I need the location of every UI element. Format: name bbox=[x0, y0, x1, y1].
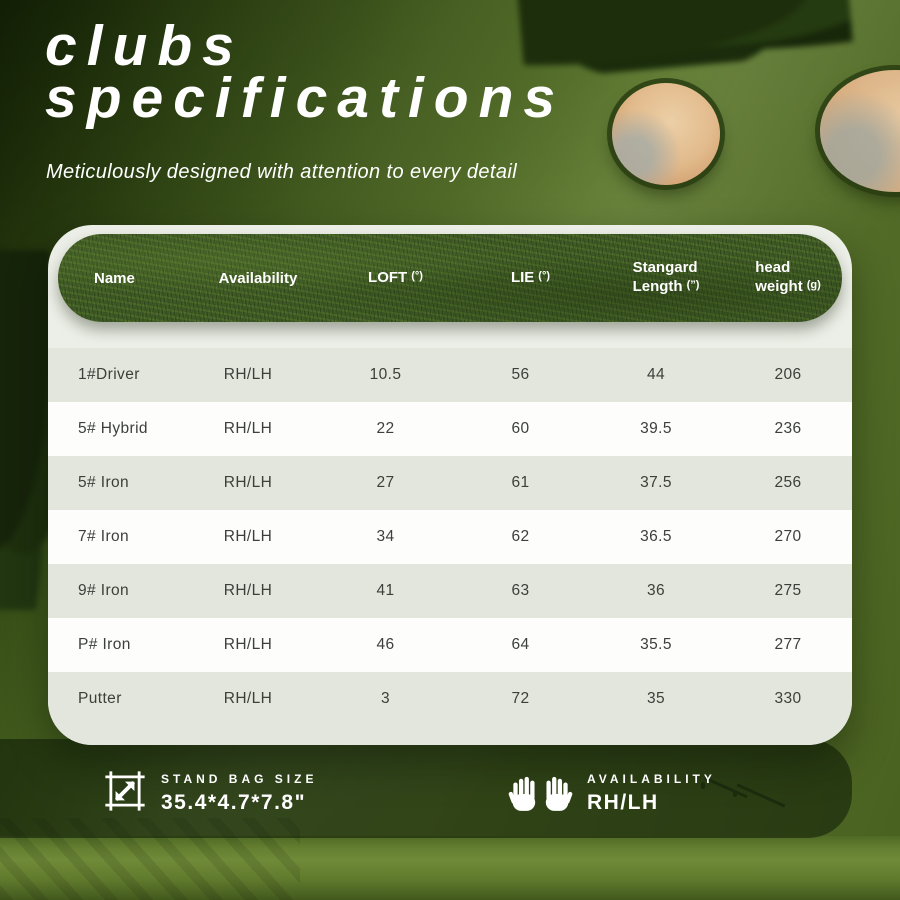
cell-loft: 3 bbox=[380, 690, 391, 707]
table-row: 5# Iron RH/LH 27 61 37.5 256 bbox=[48, 456, 852, 510]
cell-lie: 62 bbox=[511, 528, 530, 545]
column-header-lie: LIE (°) bbox=[463, 268, 598, 289]
cell-lie: 56 bbox=[511, 366, 530, 383]
column-label: head bbox=[755, 259, 791, 276]
column-label: weight bbox=[755, 278, 803, 295]
cell-name: 1#Driver bbox=[78, 366, 140, 383]
table-row: 7# Iron RH/LH 34 62 36.5 270 bbox=[48, 510, 852, 564]
page-title: clubs specifications bbox=[45, 14, 566, 130]
column-unit: (g) bbox=[806, 279, 821, 291]
cell-loft: 41 bbox=[376, 582, 395, 599]
cell-availability: RH/LH bbox=[223, 528, 273, 545]
column-header-head-weight: head weight (g) bbox=[734, 258, 842, 298]
table-body: 1#Driver RH/LH 10.5 56 44 206 5# Hybrid … bbox=[48, 348, 852, 745]
footer-content: STAND BAG SIZE 35.4*4.7*7.8" bbox=[0, 739, 852, 838]
availability-label: AVAILABILITY bbox=[587, 772, 716, 786]
table-row: 9# Iron RH/LH 41 63 36 275 bbox=[48, 564, 852, 618]
column-label: LOFT bbox=[368, 268, 408, 286]
cell-availability: RH/LH bbox=[223, 366, 273, 383]
column-header-name: Name bbox=[58, 269, 188, 288]
table-row: 1#Driver RH/LH 10.5 56 44 206 bbox=[48, 348, 852, 402]
table-row: Putter RH/LH 3 72 35 330 bbox=[48, 672, 852, 745]
cell-name: 5# Hybrid bbox=[78, 420, 148, 437]
golfers-silhouette bbox=[695, 776, 786, 820]
cell-lie: 64 bbox=[511, 636, 530, 653]
stand-bag-size-block: STAND BAG SIZE 35.4*4.7*7.8" bbox=[103, 769, 317, 818]
title-line1: clubs bbox=[45, 14, 244, 78]
cell-weight: 277 bbox=[774, 636, 802, 653]
cell-weight: 330 bbox=[774, 690, 802, 707]
cell-lie: 63 bbox=[511, 582, 530, 599]
title-line2: specifications bbox=[45, 66, 566, 130]
cell-weight: 206 bbox=[774, 366, 802, 383]
cell-availability: RH/LH bbox=[223, 582, 273, 599]
cell-availability: RH/LH bbox=[223, 636, 273, 653]
cell-name: 5# Iron bbox=[78, 474, 130, 491]
hands-icon bbox=[508, 775, 573, 813]
cell-weight: 236 bbox=[774, 420, 802, 437]
cell-loft: 46 bbox=[376, 636, 395, 653]
availability-value: RH/LH bbox=[587, 791, 659, 814]
column-label: Stangard bbox=[632, 259, 698, 276]
column-label: LIE bbox=[510, 268, 535, 286]
column-label: Name bbox=[94, 269, 135, 287]
column-unit: (”) bbox=[686, 279, 700, 291]
cell-name: 7# Iron bbox=[78, 528, 130, 545]
cell-lie: 61 bbox=[511, 474, 530, 491]
footer-band bbox=[0, 739, 852, 838]
table-header-row: Name Availability LOFT (°) LIE (°) Stangar… bbox=[58, 234, 842, 322]
column-unit: (°) bbox=[538, 269, 551, 282]
cell-length: 35.5 bbox=[640, 636, 672, 653]
cell-availability: RH/LH bbox=[223, 474, 273, 491]
table-row: 5# Hybrid RH/LH 22 60 39.5 236 bbox=[48, 402, 852, 456]
column-unit: (°) bbox=[411, 269, 423, 282]
stand-bag-size-label: STAND BAG SIZE bbox=[161, 772, 318, 786]
cell-loft: 27 bbox=[376, 474, 395, 491]
column-label: Length bbox=[632, 278, 683, 295]
stand-bag-size-value: 35.4*4.7*7.8" bbox=[161, 791, 307, 814]
cell-length: 36.5 bbox=[640, 528, 672, 545]
column-header-loft: LOFT (°) bbox=[328, 268, 463, 289]
cell-name: Putter bbox=[78, 690, 122, 707]
cell-availability: RH/LH bbox=[223, 690, 273, 707]
sand-bunker bbox=[612, 83, 720, 185]
cell-loft: 22 bbox=[376, 420, 395, 437]
cell-length: 35 bbox=[646, 690, 666, 707]
cell-length: 36 bbox=[646, 582, 666, 599]
cell-name: 9# Iron bbox=[78, 582, 130, 599]
cell-weight: 270 bbox=[774, 528, 802, 545]
cell-length: 44 bbox=[646, 366, 666, 383]
cell-weight: 275 bbox=[774, 582, 802, 599]
cell-length: 39.5 bbox=[640, 420, 672, 437]
subtitle: Meticulously designed with attention to … bbox=[46, 161, 518, 183]
cell-loft: 10.5 bbox=[369, 366, 402, 383]
cell-availability: RH/LH bbox=[223, 420, 273, 437]
table-row: P# Iron RH/LH 46 64 35.5 277 bbox=[48, 618, 852, 672]
column-label: Availability bbox=[218, 269, 298, 287]
cell-weight: 256 bbox=[774, 474, 802, 491]
cell-lie: 72 bbox=[511, 690, 530, 707]
fairway-bottom-strip bbox=[0, 836, 900, 900]
availability-block: AVAILABILITY RH/LH bbox=[508, 772, 716, 815]
cell-name: P# Iron bbox=[78, 636, 131, 653]
dimensions-icon bbox=[103, 769, 147, 818]
cell-loft: 34 bbox=[376, 528, 395, 545]
column-header-availability: Availability bbox=[188, 269, 328, 288]
column-header-standard-length: Stangard Length (”) bbox=[598, 258, 734, 298]
specs-table-card: Name Availability LOFT (°) LIE (°) Stangar… bbox=[48, 225, 852, 745]
cell-lie: 60 bbox=[511, 420, 530, 437]
cell-length: 37.5 bbox=[640, 474, 672, 491]
